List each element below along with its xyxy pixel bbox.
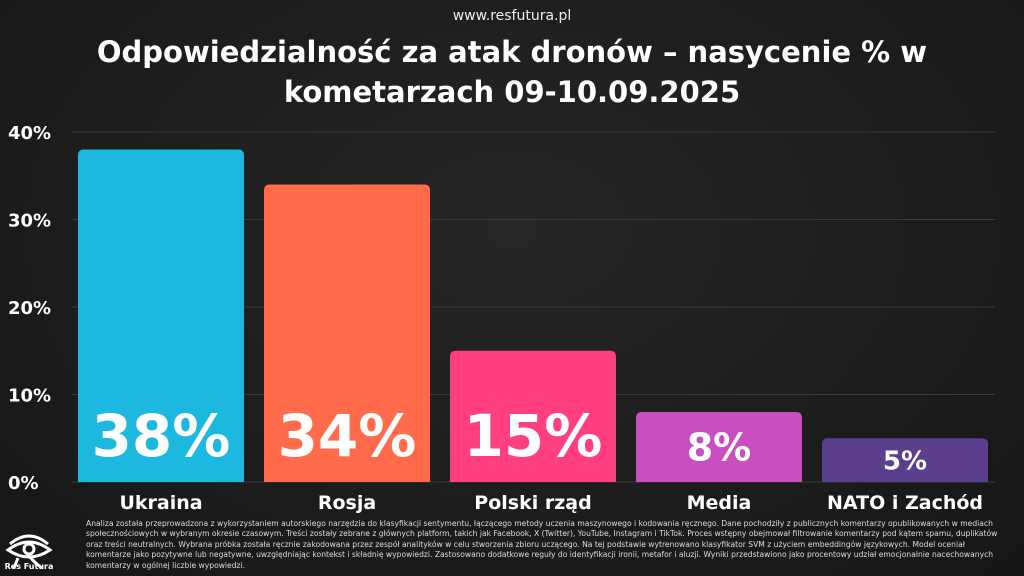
y-tick-label: 20% bbox=[8, 298, 51, 319]
y-tick-label: 30% bbox=[8, 211, 51, 232]
bar bbox=[822, 438, 988, 482]
bar bbox=[636, 412, 802, 482]
site-url: www.resfutura.pl bbox=[452, 8, 572, 24]
data-label: 34% bbox=[278, 402, 417, 470]
bar bbox=[450, 350, 616, 482]
x-tick-label: NATO i Zachód bbox=[827, 492, 983, 514]
logo-text: Res Futura bbox=[4, 562, 54, 571]
res-futura-logo-icon bbox=[5, 534, 53, 570]
bar bbox=[78, 149, 244, 482]
y-tick-label: 0% bbox=[8, 473, 39, 494]
methodology-footnote: Analiza została przeprowadzona z wykorzy… bbox=[86, 519, 998, 570]
data-label: 5% bbox=[883, 446, 927, 476]
x-tick-label: Polski rząd bbox=[474, 492, 591, 514]
chart-title: Odpowiedzialność za atak dronów – nasyce… bbox=[96, 35, 928, 109]
data-label: 8% bbox=[687, 426, 752, 470]
y-tick-label: 10% bbox=[8, 386, 51, 407]
x-tick-label: Rosja bbox=[318, 492, 376, 514]
x-tick-label: Ukraina bbox=[119, 492, 202, 514]
bar-chart: 0% 10% 20% 30% 40% 38% Ukraina 34% Rosja 15% Polsk… bbox=[8, 123, 995, 514]
data-label: 15% bbox=[464, 402, 603, 470]
y-tick-label: 40% bbox=[8, 123, 51, 144]
bar bbox=[264, 184, 430, 482]
data-label: 38% bbox=[92, 402, 231, 470]
x-tick-label: Media bbox=[687, 492, 752, 514]
